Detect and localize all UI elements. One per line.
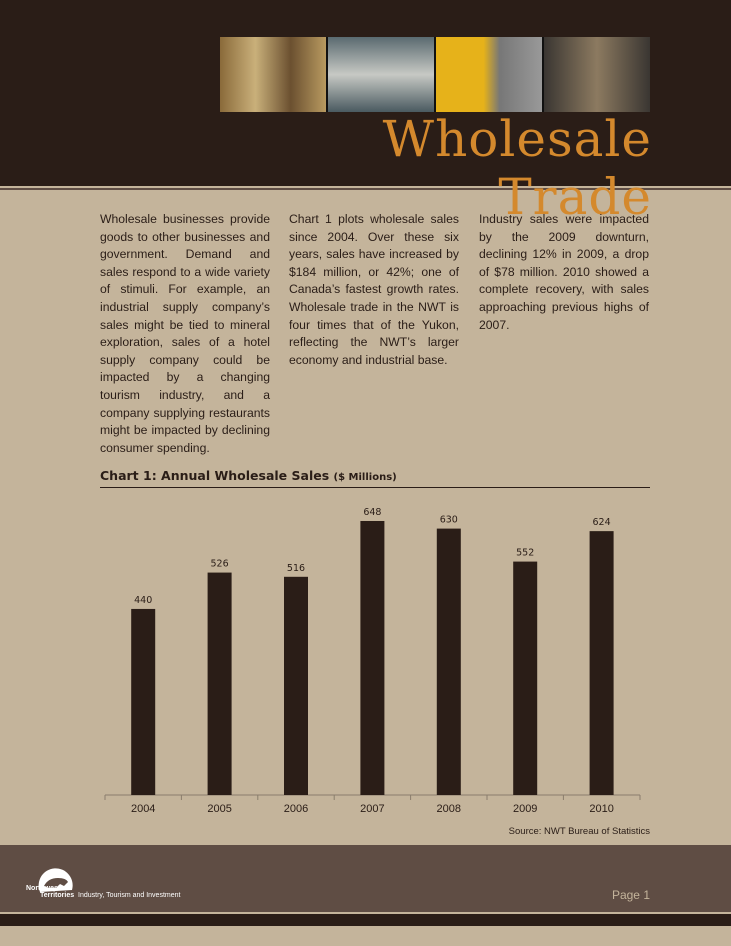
x-tick-label: 2005 [207, 803, 231, 815]
x-tick-label: 2010 [589, 803, 613, 815]
bar-2004 [131, 608, 156, 795]
bar-2006 [284, 576, 308, 795]
footer-band [0, 845, 731, 912]
text-column-3: Industry sales were impacted by the 2009… [479, 212, 649, 332]
chart-source: Source: NWT Bureau of Statistics [508, 826, 650, 837]
nwt-logo: Northwest Territories Industry, Tourism … [26, 856, 216, 907]
polar-bear-logo-icon: Northwest Territories Industry, Tourism … [26, 868, 181, 899]
bar-chart: 440 2004 526 2005 516 2006 648 2007 630 2008 552 20… [104, 507, 641, 815]
svg-text:Industry, Tourism and Investme: Industry, Tourism and Investment [78, 892, 181, 899]
bar-2005 [207, 572, 232, 795]
photo-shelves [328, 37, 434, 112]
svg-text:Northwest: Northwest [26, 885, 61, 892]
footer-dark-band [0, 914, 731, 926]
data-label: 440 [134, 595, 152, 606]
bar-2007 [360, 520, 385, 795]
data-label: 624 [593, 517, 611, 528]
chart-title: Chart 1: Annual Wholesale Sales ($ Milli… [100, 468, 650, 488]
chart-title-text: Chart 1: Annual Wholesale Sales [100, 468, 330, 483]
x-tick-label: 2007 [360, 803, 384, 815]
data-label: 516 [287, 563, 305, 574]
x-tick-label: 2006 [284, 803, 308, 815]
bar-2008 [436, 528, 461, 795]
text-column-1: Wholesale businesses provide goods to ot… [100, 212, 270, 455]
chart-title-unit: ($ Millions) [333, 472, 397, 483]
header-photo-strip [220, 37, 650, 112]
svg-text:Territories: Territories [40, 892, 74, 899]
data-label: 552 [516, 548, 534, 559]
page-number: Page 1 [611, 888, 650, 902]
bar-2010 [589, 531, 614, 795]
data-label: 648 [363, 507, 381, 518]
data-label: 526 [211, 559, 229, 570]
text-column-2: Chart 1 plots wholesale sales since 2004… [289, 212, 459, 367]
photo-forklift [436, 37, 542, 112]
x-tick-label: 2004 [131, 803, 155, 815]
photo-warehouse [544, 37, 650, 112]
bar-2009 [513, 561, 538, 795]
x-tick-label: 2009 [513, 803, 537, 815]
divider [0, 188, 731, 190]
page-title: Wholesale Trade [382, 110, 652, 226]
photo-cans [220, 37, 326, 112]
x-tick-label: 2008 [437, 803, 461, 815]
data-label: 630 [440, 515, 458, 526]
